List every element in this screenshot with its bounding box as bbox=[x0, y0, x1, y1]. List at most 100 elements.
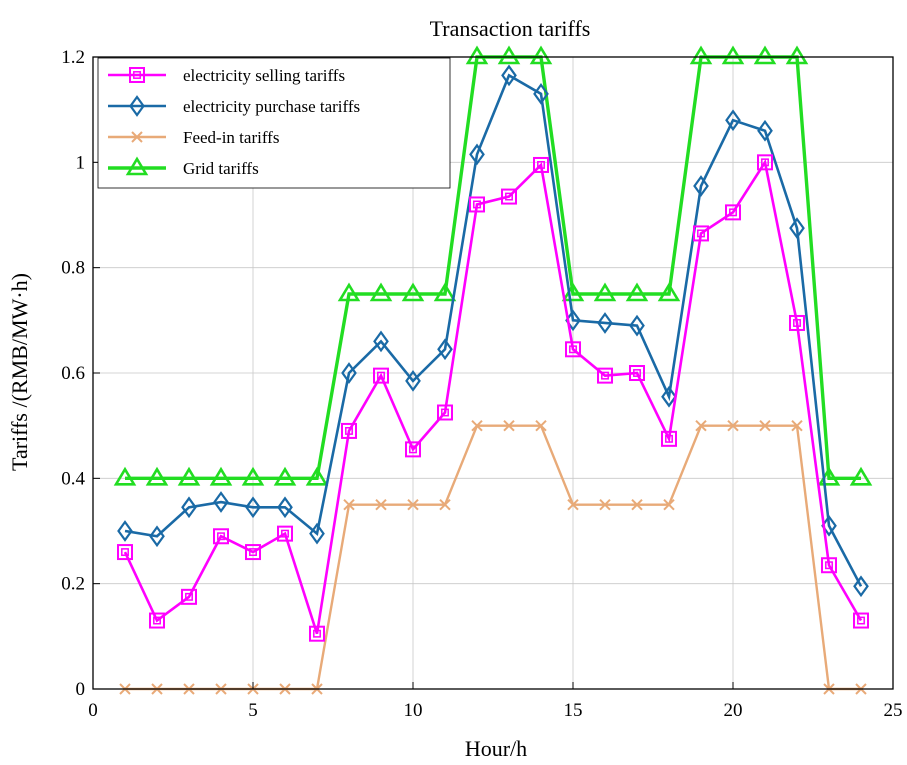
data-point-marker bbox=[501, 64, 517, 87]
data-point-marker bbox=[277, 525, 293, 542]
data-point-marker-inner bbox=[665, 434, 673, 443]
data-point-marker bbox=[405, 370, 421, 392]
data-point-marker bbox=[305, 466, 329, 486]
data-point-marker-inner bbox=[313, 629, 321, 638]
data-point-marker bbox=[181, 588, 197, 605]
legend-marker-inner bbox=[133, 71, 141, 79]
data-point-marker bbox=[213, 491, 229, 513]
y-tick-label: 0.6 bbox=[61, 363, 85, 384]
data-point-marker bbox=[405, 441, 421, 458]
data-point-marker-inner bbox=[441, 408, 449, 417]
data-point-marker-inner bbox=[793, 319, 801, 327]
data-point-marker-inner bbox=[185, 592, 193, 601]
data-point-marker bbox=[273, 466, 297, 486]
data-point-marker bbox=[661, 430, 677, 447]
data-point-marker bbox=[117, 520, 133, 542]
data-point-marker-inner bbox=[601, 371, 609, 380]
data-point-marker bbox=[373, 330, 389, 353]
legend-entry: electricity selling tariffs bbox=[108, 66, 345, 85]
x-tick-label: 10 bbox=[404, 700, 423, 721]
data-point-marker bbox=[629, 314, 645, 337]
data-point-marker bbox=[469, 143, 485, 166]
data-point-marker bbox=[657, 282, 681, 302]
data-point-marker bbox=[757, 119, 773, 142]
data-point-marker bbox=[661, 385, 677, 408]
legend-entry: Grid tariffs bbox=[108, 156, 259, 178]
data-point-marker bbox=[625, 282, 649, 302]
data-point-marker bbox=[117, 544, 133, 561]
y-tick-label: 0.4 bbox=[61, 468, 85, 489]
data-point-marker bbox=[401, 282, 425, 302]
data-point-marker bbox=[853, 612, 869, 629]
data-point-marker bbox=[309, 625, 325, 642]
data-point-marker bbox=[181, 496, 197, 519]
data-point-marker bbox=[501, 188, 517, 205]
data-point-marker bbox=[853, 575, 869, 598]
data-point-marker bbox=[245, 544, 261, 561]
data-point-marker-inner bbox=[633, 369, 641, 377]
data-point-marker-inner bbox=[697, 229, 705, 238]
data-point-marker bbox=[693, 225, 709, 242]
data-point-marker bbox=[277, 496, 293, 519]
data-point-marker bbox=[593, 282, 617, 302]
data-point-marker bbox=[597, 367, 613, 384]
series-feed-in-tariffs bbox=[119, 419, 867, 695]
y-tick-label: 0.2 bbox=[61, 574, 85, 595]
series-line bbox=[123, 158, 863, 635]
legend-label: Feed-in tariffs bbox=[183, 128, 279, 147]
data-point-marker bbox=[343, 498, 355, 511]
data-point-marker-inner bbox=[249, 548, 257, 557]
data-point-marker bbox=[631, 498, 643, 511]
data-point-marker-inner bbox=[537, 161, 545, 169]
data-point-marker bbox=[629, 365, 645, 381]
data-point-marker bbox=[725, 109, 741, 132]
data-point-marker bbox=[309, 522, 325, 545]
data-point-marker-inner bbox=[729, 208, 737, 217]
data-point-marker-inner bbox=[345, 426, 353, 435]
data-point-marker bbox=[465, 45, 489, 65]
axis-ticks: 0 5 10 15 20 25 0 0.2 0.4 0.6 0.8 1 1.2 bbox=[61, 47, 902, 721]
legend-entry: electricity purchase tariffs bbox=[108, 95, 360, 117]
data-point-marker bbox=[341, 422, 357, 439]
x-tick-label: 25 bbox=[884, 700, 903, 721]
data-point-marker bbox=[209, 466, 233, 486]
data-point-marker bbox=[337, 282, 361, 302]
data-point-marker bbox=[213, 528, 229, 545]
data-point-marker bbox=[567, 498, 579, 511]
x-tick-label: 15 bbox=[564, 700, 583, 721]
data-point-marker bbox=[529, 45, 553, 65]
data-point-marker bbox=[503, 419, 515, 432]
legend-marker bbox=[129, 95, 145, 117]
data-point-marker-inner bbox=[377, 371, 385, 380]
legend-marker bbox=[125, 156, 149, 176]
data-point-marker-inner bbox=[409, 445, 417, 454]
y-tick-label: 1.2 bbox=[61, 47, 85, 68]
data-point-marker bbox=[469, 196, 485, 213]
series-electricity-selling-tariffs bbox=[117, 154, 869, 642]
data-point-marker bbox=[727, 419, 739, 432]
y-tick-label: 1 bbox=[76, 152, 86, 173]
legend-label: Grid tariffs bbox=[183, 159, 259, 178]
legend-entry: Feed-in tariffs bbox=[108, 128, 279, 147]
data-point-marker bbox=[145, 466, 169, 486]
legend-label: electricity purchase tariffs bbox=[183, 97, 360, 116]
data-point-marker bbox=[433, 282, 457, 302]
data-point-marker bbox=[241, 466, 265, 486]
data-point-marker bbox=[149, 612, 165, 629]
data-point-marker bbox=[663, 498, 675, 511]
data-point-marker bbox=[437, 338, 453, 361]
data-point-marker bbox=[437, 404, 453, 421]
data-point-marker-inner bbox=[569, 345, 577, 354]
legend-marker bbox=[131, 131, 143, 143]
data-point-marker-inner bbox=[473, 200, 481, 209]
legend-marker bbox=[129, 67, 145, 83]
data-point-marker bbox=[725, 204, 741, 221]
data-point-marker bbox=[597, 312, 613, 334]
data-point-marker-inner bbox=[281, 529, 289, 538]
data-point-marker bbox=[789, 217, 805, 240]
data-point-marker bbox=[753, 45, 777, 65]
data-point-marker bbox=[689, 45, 713, 65]
data-point-marker bbox=[789, 314, 805, 331]
data-point-marker bbox=[341, 362, 357, 384]
